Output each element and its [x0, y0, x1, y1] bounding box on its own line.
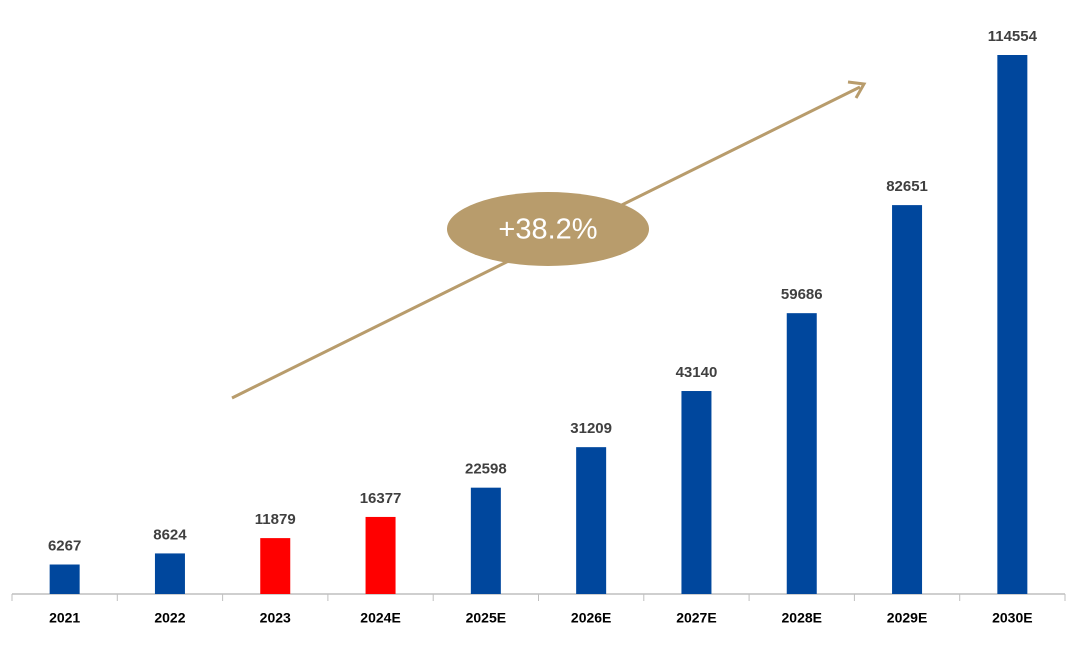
value-label: 8624 — [153, 526, 187, 543]
bar — [786, 313, 817, 594]
x-tick-label: 2027E — [676, 610, 716, 626]
x-tick-label: 2028E — [782, 610, 822, 626]
value-label: 82651 — [886, 178, 928, 195]
x-tick-label: 2030E — [992, 610, 1032, 626]
x-tick-label: 2024E — [360, 610, 400, 626]
x-tick-label: 2025E — [466, 610, 506, 626]
value-label: 11879 — [255, 511, 296, 528]
bar — [892, 205, 923, 594]
annotation: +38.2% — [498, 214, 597, 246]
value-label: 59686 — [781, 286, 823, 303]
annotation-bubble — [447, 192, 649, 266]
bar — [576, 447, 607, 594]
value-label: 16377 — [360, 490, 402, 507]
bar — [681, 391, 712, 594]
bar — [260, 538, 291, 594]
x-tick-label: 2022 — [154, 610, 185, 626]
value-label: 22598 — [465, 461, 507, 478]
bar — [154, 553, 185, 594]
bar — [49, 564, 80, 594]
x-tick-label: 2023 — [260, 610, 291, 626]
value-label: 43140 — [676, 364, 718, 381]
bar — [365, 516, 396, 594]
bar — [470, 487, 501, 594]
value-label: 31209 — [570, 420, 612, 437]
bar — [997, 55, 1028, 594]
x-tick-label: 2029E — [887, 610, 927, 626]
x-tick-label: 2026E — [571, 610, 611, 626]
arrow-head — [847, 80, 867, 99]
value-label: 114554 — [988, 28, 1038, 45]
x-tick-label: 2021 — [49, 610, 80, 626]
value-label: 6267 — [48, 537, 81, 554]
